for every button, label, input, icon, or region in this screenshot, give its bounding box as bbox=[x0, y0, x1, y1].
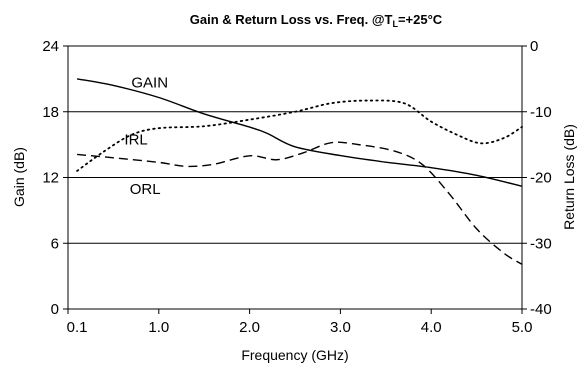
left-y-tick-label: 24 bbox=[42, 38, 59, 55]
series-annotations: GAIN IRL ORL bbox=[124, 75, 168, 198]
right-y-tick-label: 0 bbox=[530, 38, 538, 55]
annotation-orl: ORL bbox=[130, 181, 161, 198]
right-y-tick-label: -20 bbox=[530, 170, 552, 187]
x-tick-label: 0.1 bbox=[67, 319, 88, 336]
x-tick-label: 2.0 bbox=[239, 319, 260, 336]
annotation-irl: IRL bbox=[124, 132, 147, 149]
series-gain-line bbox=[76, 78, 523, 187]
series-irl-line bbox=[76, 99, 523, 172]
axis-ticks bbox=[63, 45, 527, 314]
right-y-tick-label: -40 bbox=[530, 301, 552, 318]
annotation-gain: GAIN bbox=[131, 75, 168, 92]
plot-area-frame bbox=[67, 45, 523, 310]
left-y-tick-label: 12 bbox=[42, 170, 59, 187]
x-tick-label: 4.0 bbox=[421, 319, 442, 336]
x-axis-label: Frequency (GHz) bbox=[241, 347, 348, 363]
left-y-tick-labels: 0 6 12 18 24 bbox=[42, 38, 59, 318]
left-y-tick-label: 18 bbox=[42, 104, 59, 121]
right-y-axis-label: Return Loss (dB) bbox=[561, 124, 577, 230]
x-tick-label: 5.0 bbox=[512, 319, 533, 336]
series-orl-line bbox=[77, 141, 523, 265]
left-y-tick-label: 0 bbox=[51, 301, 59, 318]
right-y-tick-label: -10 bbox=[530, 104, 552, 121]
right-y-tick-label: -30 bbox=[530, 235, 552, 252]
x-tick-label: 3.0 bbox=[330, 319, 351, 336]
left-y-tick-label: 6 bbox=[51, 235, 59, 252]
x-tick-labels: 0.1 1.0 2.0 3.0 4.0 5.0 bbox=[67, 319, 533, 336]
x-tick-label: 1.0 bbox=[148, 319, 169, 336]
chart-title: Gain & Return Loss vs. Freq. @TL=+25°C bbox=[190, 12, 443, 29]
series-lines bbox=[76, 78, 523, 265]
right-y-tick-labels: -40 -30 -20 -10 0 bbox=[530, 38, 552, 318]
left-y-axis-label: Gain (dB) bbox=[11, 147, 27, 207]
